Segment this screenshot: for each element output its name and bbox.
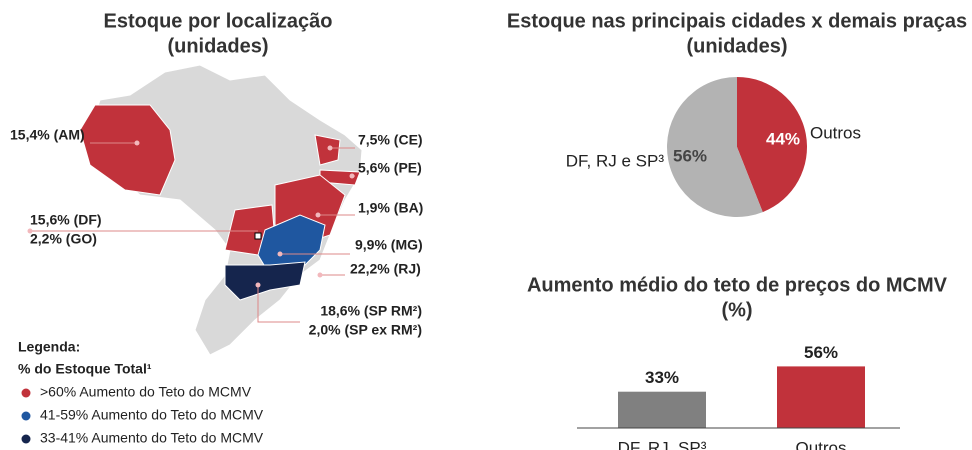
legend-label: >60% Aumento do Teto do MCMV [40,384,252,400]
bar [618,391,706,428]
x-tick-label: Outros [795,438,846,450]
leader-dot [327,145,333,151]
legend-label: 33-41% Aumento do Teto do MCMV [40,430,264,446]
leader-dot [277,251,283,257]
region-am [79,104,176,196]
leader-line [257,285,300,323]
leader-dot [349,173,355,179]
legend-marker [21,434,31,444]
map-label: 2,2% (GO) [30,231,97,247]
bar-value-label: 56% [804,343,838,362]
leader-dot [134,140,140,146]
region-mg [257,214,326,276]
legend-marker [21,388,31,398]
bar-value-label: 33% [645,368,679,387]
legend-title: Legenda: [18,339,80,355]
map-label: 22,2% (RJ) [350,261,421,277]
df-marker [254,232,262,240]
chart-title: Aumento médio do teto de preços do MCMV [527,274,948,296]
brazil-map [79,64,363,356]
bar [777,366,865,428]
map-label: 18,6% (SP RM²) [320,303,422,319]
slice-value: 44% [766,129,800,148]
map-label: 2,0% (SP ex RM²) [309,322,422,338]
legend-label: 41-59% Aumento do Teto do MCMV [40,407,264,423]
map-label: 15,6% (DF) [30,212,102,228]
pie-slice [666,77,763,218]
map-label: 15,4% (AM) [10,127,85,143]
region-ce [314,134,341,166]
map-label: 7,5% (CE) [358,132,423,148]
region-sp-rj [224,261,306,301]
chart-title: Estoque nas principais cidades x demais … [507,10,967,32]
legend-marker [21,411,31,421]
pie-slice [737,77,807,213]
chart-title: (%) [721,299,752,321]
map-label: 9,9% (MG) [355,237,423,253]
slice-label: Outros [810,123,861,142]
chart-title: (unidades) [167,35,268,57]
slice-value: 56% [673,146,707,165]
leader-dot [317,272,323,278]
chart-title: (unidades) [686,35,787,57]
slice-label: DF, RJ e SP³ [566,151,665,170]
leader-dot [255,282,261,288]
map-label: 5,6% (PE) [358,160,422,176]
leader-dot [315,212,321,218]
map-label: 1,9% (BA) [358,200,423,216]
x-tick-label: DF, RJ, SP³ [618,438,707,450]
legend-subtitle: % do Estoque Total¹ [18,361,152,377]
leader-dot [27,228,33,234]
chart-title: Estoque por localização [104,10,333,32]
